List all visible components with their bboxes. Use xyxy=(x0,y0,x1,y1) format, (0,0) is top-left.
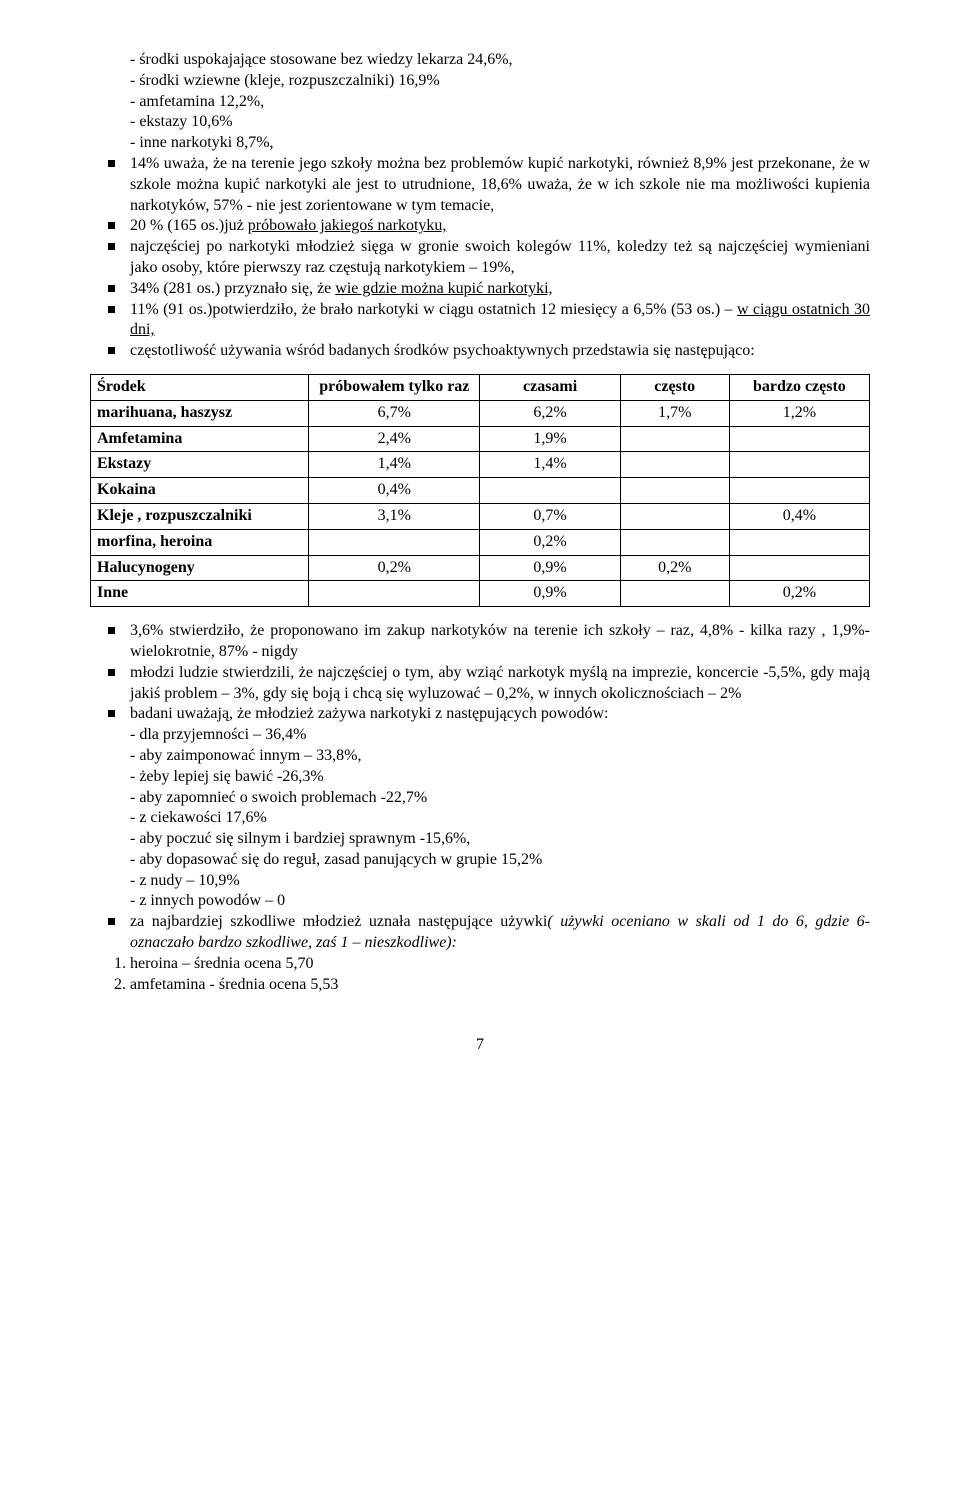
cell: 0,2% xyxy=(729,581,869,607)
row-label: Kokaina xyxy=(91,478,309,504)
list-item: amfetamina 12,2%, xyxy=(130,92,870,113)
cell xyxy=(729,555,869,581)
list-item: ekstazy 10,6% xyxy=(130,112,870,133)
table-header: próbowałem tylko raz xyxy=(309,374,480,400)
list-item: aby poczuć się silnym i bardziej sprawny… xyxy=(130,829,870,850)
cell xyxy=(620,581,729,607)
table-row: marihuana, haszysz 6,7% 6,2% 1,7% 1,2% xyxy=(91,400,870,426)
cell: 0,9% xyxy=(480,555,620,581)
bullet-item: 34% (281 os.) przyznało się, że wie gdzi… xyxy=(130,279,870,300)
cell: 0,4% xyxy=(309,478,480,504)
table-header: Środek xyxy=(91,374,309,400)
table-row: Amfetamina 2,4% 1,9% xyxy=(91,426,870,452)
list-item: z nudy – 10,9% xyxy=(130,871,870,892)
bullet-item: 20 % (165 os.)już próbowało jakiegoś nar… xyxy=(130,216,870,237)
list-item: środki uspokajające stosowane bez wiedzy… xyxy=(130,50,870,71)
text-pre: 11% (91 os.)potwierdziło, że brało narko… xyxy=(130,301,737,318)
cell xyxy=(620,503,729,529)
cell: 0,4% xyxy=(729,503,869,529)
list-item: z innych powodów – 0 xyxy=(130,891,870,912)
list-item: aby zaimponować innym – 33,8%, xyxy=(130,746,870,767)
bullet-item: młodzi ludzie stwierdzili, że najczęście… xyxy=(130,663,870,705)
table-header: czasami xyxy=(480,374,620,400)
cell: 0,9% xyxy=(480,581,620,607)
table-header: często xyxy=(620,374,729,400)
cell xyxy=(620,426,729,452)
text-pre: 20 % (165 os.)już xyxy=(130,217,248,234)
cell: 3,1% xyxy=(309,503,480,529)
cell: 6,2% xyxy=(480,400,620,426)
cell xyxy=(620,529,729,555)
cell xyxy=(729,426,869,452)
text-pre: 34% (281 os.) przyznało się, że xyxy=(130,280,335,297)
cell xyxy=(729,452,869,478)
row-label: Ekstazy xyxy=(91,452,309,478)
cell: 1,9% xyxy=(480,426,620,452)
page-number: 7 xyxy=(90,1035,870,1056)
bullet-item: badani uważają, że młodzież zażywa narko… xyxy=(130,704,870,912)
text-underline: wie gdzie można kupić narkotyki, xyxy=(335,280,552,297)
table-row: Kokaina 0,4% xyxy=(91,478,870,504)
num-item: heroina – średnia ocena 5,70 xyxy=(130,954,870,975)
table-row: Halucynogeny 0,2% 0,9% 0,2% xyxy=(91,555,870,581)
table-header-row: Środek próbowałem tylko raz czasami częs… xyxy=(91,374,870,400)
text-underline: próbowało jakiegoś narkotyku, xyxy=(248,217,447,234)
cell xyxy=(729,529,869,555)
cell xyxy=(620,452,729,478)
reasons-dash-list: dla przyjemności – 36,4% aby zaimponować… xyxy=(130,725,870,912)
square-bullet-list-2: 3,6% stwierdziło, że proponowano im zaku… xyxy=(90,621,870,954)
cell: 1,2% xyxy=(729,400,869,426)
table-row: Kleje , rozpuszczalniki 3,1% 0,7% 0,4% xyxy=(91,503,870,529)
bullet-item: najczęściej po narkotyki młodzież sięga … xyxy=(130,237,870,279)
table-header: bardzo często xyxy=(729,374,869,400)
bullet-item: za najbardziej szkodliwe młodzież uznała… xyxy=(130,912,870,954)
text-pre: za najbardziej szkodliwe młodzież uznała… xyxy=(130,913,547,930)
list-item: aby zapomnieć o swoich problemach -22,7% xyxy=(130,788,870,809)
cell xyxy=(309,529,480,555)
square-bullet-list-1: 14% uważa, że na terenie jego szkoły moż… xyxy=(90,154,870,362)
text: badani uważają, że młodzież zażywa narko… xyxy=(130,705,608,722)
list-item: środki wziewne (kleje, rozpuszczalniki) … xyxy=(130,71,870,92)
cell xyxy=(309,581,480,607)
cell xyxy=(729,478,869,504)
row-label: Kleje , rozpuszczalniki xyxy=(91,503,309,529)
table-row: morfina, heroina 0,2% xyxy=(91,529,870,555)
row-label: morfina, heroina xyxy=(91,529,309,555)
list-item: inne narkotyki 8,7%, xyxy=(130,133,870,154)
row-label: marihuana, haszysz xyxy=(91,400,309,426)
cell: 0,2% xyxy=(309,555,480,581)
row-label: Halucynogeny xyxy=(91,555,309,581)
cell xyxy=(620,478,729,504)
bullet-item: 11% (91 os.)potwierdziło, że brało narko… xyxy=(130,300,870,342)
table-row: Inne 0,9% 0,2% xyxy=(91,581,870,607)
cell xyxy=(480,478,620,504)
list-item: z ciekawości 17,6% xyxy=(130,808,870,829)
bullet-item: 3,6% stwierdziło, że proponowano im zaku… xyxy=(130,621,870,663)
table-row: Ekstazy 1,4% 1,4% xyxy=(91,452,870,478)
cell: 1,4% xyxy=(309,452,480,478)
cell: 0,2% xyxy=(620,555,729,581)
cell: 1,7% xyxy=(620,400,729,426)
cell: 2,4% xyxy=(309,426,480,452)
num-item: amfetamina - średnia ocena 5,53 xyxy=(130,975,870,996)
row-label: Amfetamina xyxy=(91,426,309,452)
list-item: aby dopasować się do reguł, zasad panują… xyxy=(130,850,870,871)
bullet-item: 14% uważa, że na terenie jego szkoły moż… xyxy=(130,154,870,216)
list-item: żeby lepiej się bawić -26,3% xyxy=(130,767,870,788)
top-dash-list: środki uspokajające stosowane bez wiedzy… xyxy=(90,50,870,154)
row-label: Inne xyxy=(91,581,309,607)
numbered-list: heroina – średnia ocena 5,70 amfetamina … xyxy=(90,954,870,996)
bullet-item: częstotliwość używania wśród badanych śr… xyxy=(130,341,870,362)
list-item: dla przyjemności – 36,4% xyxy=(130,725,870,746)
frequency-table: Środek próbowałem tylko raz czasami częs… xyxy=(90,374,870,607)
cell: 1,4% xyxy=(480,452,620,478)
cell: 6,7% xyxy=(309,400,480,426)
cell: 0,2% xyxy=(480,529,620,555)
cell: 0,7% xyxy=(480,503,620,529)
